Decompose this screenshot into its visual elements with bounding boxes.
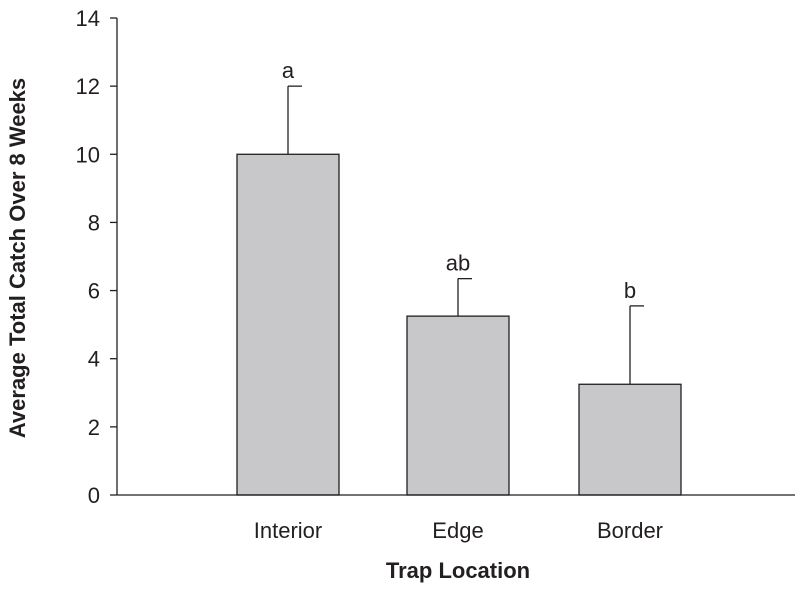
x-axis: Interior Edge Border <box>117 494 795 543</box>
y-axis: 0 2 4 6 8 10 12 14 <box>76 6 118 508</box>
y-tick-label: 8 <box>88 210 100 235</box>
bars-group <box>236 153 682 496</box>
significance-label: b <box>624 278 636 303</box>
significance-labels-group: a ab b <box>282 58 636 303</box>
x-tick-label: Edge <box>432 518 483 543</box>
y-axis-title: Average Total Catch Over 8 Weeks <box>5 78 30 438</box>
x-axis-title: Trap Location <box>386 558 530 583</box>
y-tick-label: 12 <box>76 74 100 99</box>
significance-label: ab <box>446 251 470 276</box>
bar-border <box>578 383 682 496</box>
y-tick-label: 10 <box>76 142 100 167</box>
bar-edge <box>406 315 510 496</box>
y-tick-label: 4 <box>88 347 100 372</box>
y-tick-label: 2 <box>88 415 100 440</box>
plot-area: a ab b <box>236 58 682 496</box>
error-bars-group <box>287 85 644 385</box>
x-tick-label: Border <box>597 518 663 543</box>
x-tick-label: Interior <box>254 518 322 543</box>
y-tick-label: 14 <box>76 6 100 31</box>
y-tick-label: 6 <box>88 279 100 304</box>
y-tick-label: 0 <box>88 483 100 508</box>
bar-interior <box>236 153 340 496</box>
significance-label: a <box>282 58 295 83</box>
